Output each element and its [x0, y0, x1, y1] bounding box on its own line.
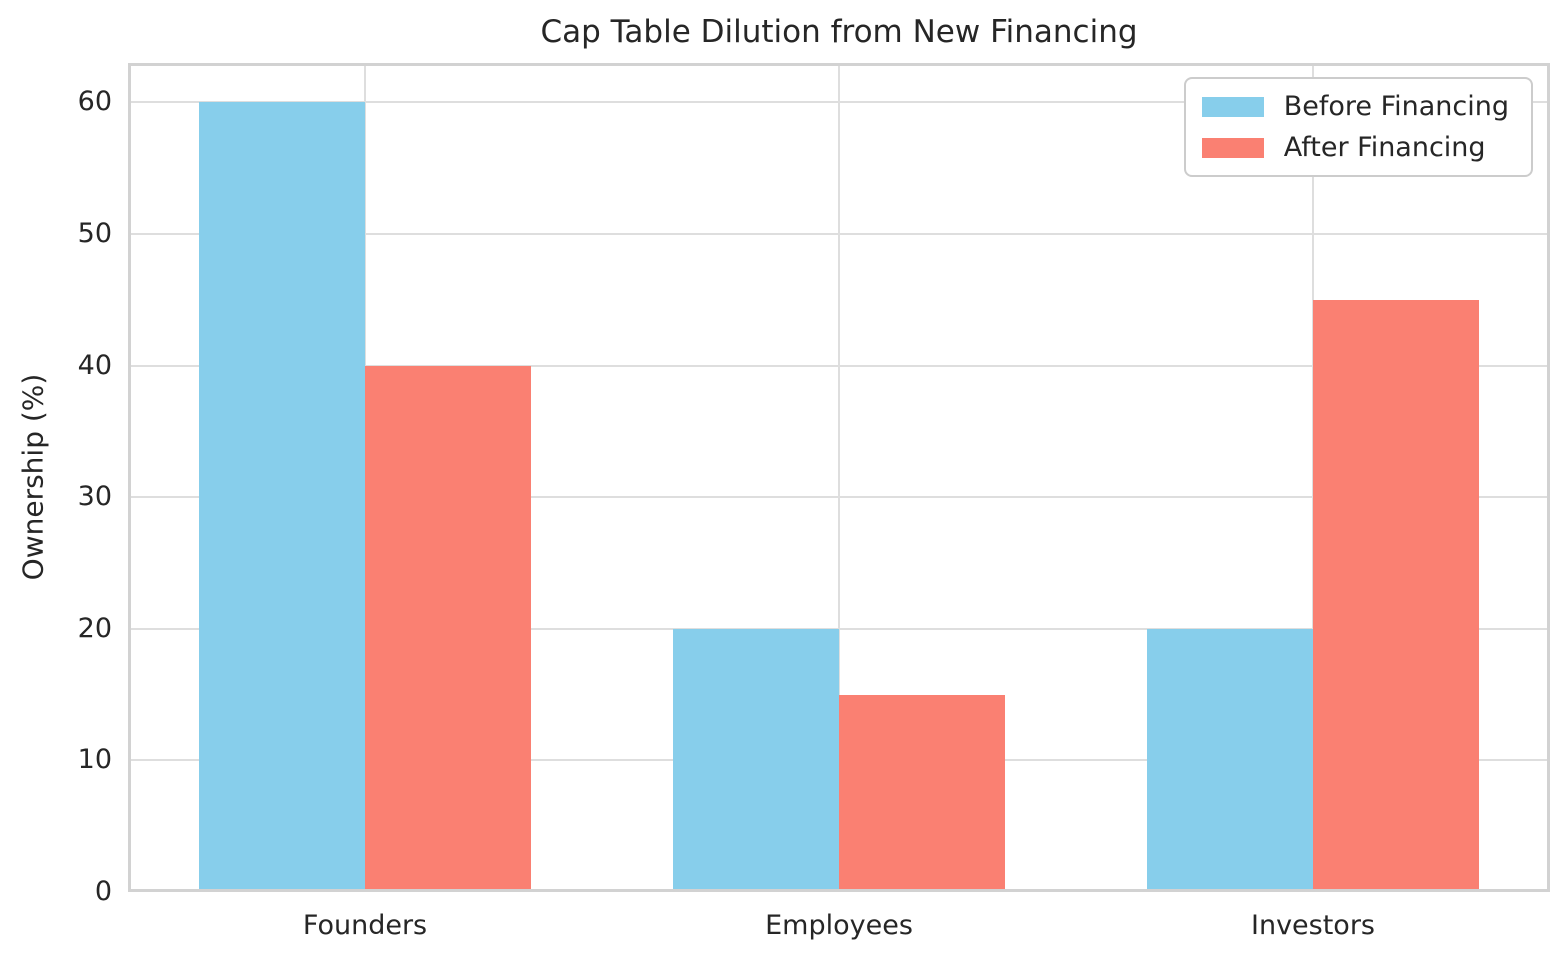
y-axis-label: Ownership (%)	[16, 373, 50, 581]
x-tick-label-investors: Investors	[1250, 910, 1376, 941]
y-tick-label-20: 20	[77, 612, 112, 644]
legend-item-after-financing: After Financing	[1201, 132, 1509, 163]
y-tick-label-60: 60	[77, 86, 112, 118]
legend-label-after-financing: After Financing	[1283, 132, 1486, 163]
legend-swatch-after-financing	[1201, 137, 1264, 158]
x-tick-label-employees: Employees	[765, 910, 913, 941]
x-tick-label-founders: Founders	[302, 910, 428, 941]
bar-employees-after-financing	[839, 694, 1005, 892]
legend-swatch-before-financing	[1201, 96, 1264, 117]
bar-employees-before-financing	[673, 628, 839, 892]
chart-title: Cap Table Dilution from New Financing	[540, 14, 1138, 50]
bar-investors-before-financing	[1147, 628, 1313, 892]
bar-investors-after-financing	[1313, 299, 1479, 892]
y-tick-label-10: 10	[77, 744, 112, 776]
legend: Before Financing After Financing	[1183, 77, 1533, 177]
y-tick-label-30: 30	[77, 481, 112, 513]
bar-founders-after-financing	[365, 365, 531, 892]
gridline-x-employees	[838, 63, 840, 892]
bar-founders-before-financing	[199, 102, 365, 892]
y-tick-label-0: 0	[94, 876, 112, 907]
plot-area	[128, 63, 1550, 892]
y-tick-label-50: 50	[77, 218, 112, 250]
legend-item-before-financing: Before Financing	[1201, 91, 1509, 122]
y-tick-label-40: 40	[77, 349, 112, 381]
legend-label-before-financing: Before Financing	[1283, 91, 1509, 122]
